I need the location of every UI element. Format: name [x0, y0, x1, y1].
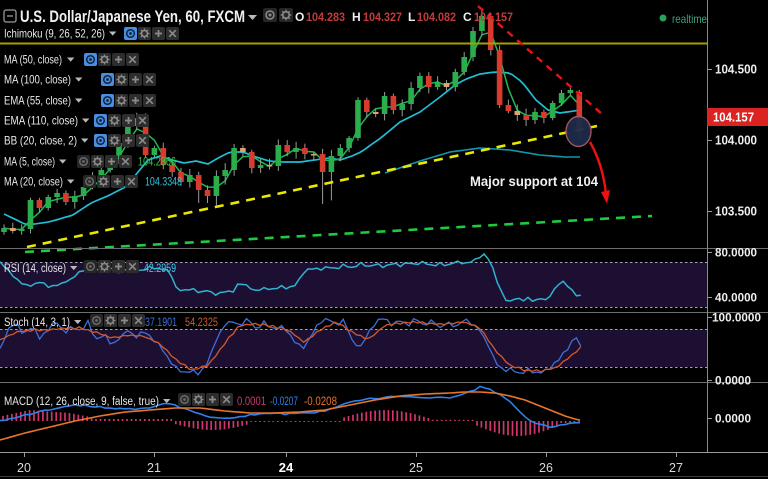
svg-text:40.0000: 40.0000: [715, 291, 757, 305]
svg-text:104.500: 104.500: [715, 63, 757, 77]
svg-text:20: 20: [17, 461, 31, 475]
svg-text:24: 24: [279, 460, 294, 475]
svg-text:0.0000: 0.0000: [715, 374, 751, 388]
svg-text:MACD (12, 26, close, 9, false,: MACD (12, 26, close, 9, false, true): [4, 396, 159, 408]
svg-text:54.2325: 54.2325: [185, 317, 218, 329]
svg-text:MA (50, close): MA (50, close): [4, 53, 62, 67]
svg-text:U.S. Dollar/Japanese Yen, 60,: U.S. Dollar/Japanese Yen, 60, FXCM: [20, 7, 245, 26]
svg-text:104.327: 104.327: [363, 10, 402, 24]
svg-text:104.000: 104.000: [715, 134, 757, 148]
svg-text:H: H: [352, 10, 361, 24]
svg-text:MA (100, close): MA (100, close): [4, 73, 71, 87]
svg-text:-0.0208: -0.0208: [304, 396, 337, 408]
svg-text:80.0000: 80.0000: [715, 246, 757, 260]
svg-text:103.500: 103.500: [715, 205, 757, 219]
svg-text:EMA (55, close): EMA (55, close): [4, 94, 71, 108]
svg-text:BB (20, close, 2): BB (20, close, 2): [4, 134, 77, 148]
svg-text:21: 21: [147, 461, 161, 475]
svg-text:Stoch (14, 3, 1): Stoch (14, 3, 1): [4, 317, 70, 329]
svg-text:0.0001: 0.0001: [237, 396, 266, 408]
svg-text:O: O: [295, 10, 304, 24]
svg-text:104.283: 104.283: [306, 10, 345, 24]
svg-text:104.082: 104.082: [417, 10, 456, 24]
svg-text:104.2866: 104.2866: [138, 155, 176, 169]
svg-text:MA (20, close): MA (20, close): [4, 175, 63, 189]
svg-text:0.0000: 0.0000: [715, 412, 751, 426]
svg-text:25: 25: [409, 461, 423, 475]
svg-text:realtime: realtime: [672, 12, 707, 26]
svg-text:Ichimoku (9, 26, 52, 26): Ichimoku (9, 26, 52, 26): [4, 27, 105, 41]
svg-text:27: 27: [669, 461, 683, 475]
svg-text:37.1901: 37.1901: [145, 317, 177, 329]
svg-text:RSI (14, close): RSI (14, close): [4, 263, 66, 275]
svg-text:100.0000: 100.0000: [712, 311, 761, 325]
svg-text:26: 26: [539, 461, 553, 475]
svg-text:Major support at 104: Major support at 104: [470, 174, 598, 189]
svg-text:C: C: [463, 10, 472, 24]
svg-text:104.157: 104.157: [713, 111, 754, 125]
svg-text:-0.0207: -0.0207: [270, 396, 298, 408]
svg-text:L: L: [408, 10, 415, 24]
svg-text:104.157: 104.157: [474, 10, 513, 24]
svg-text:42.2959: 42.2959: [144, 263, 176, 275]
svg-text:EMA (110, close): EMA (110, close): [4, 114, 78, 128]
svg-text:104.3348: 104.3348: [145, 175, 182, 189]
svg-text:MA (5, close): MA (5, close): [4, 155, 55, 169]
